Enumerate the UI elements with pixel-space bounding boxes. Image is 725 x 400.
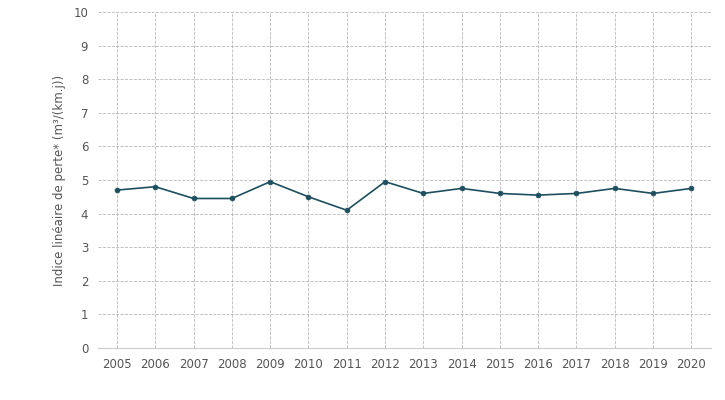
Y-axis label: Indice linéaire de perte* (m³/(km.j)): Indice linéaire de perte* (m³/(km.j)) [54,74,66,286]
